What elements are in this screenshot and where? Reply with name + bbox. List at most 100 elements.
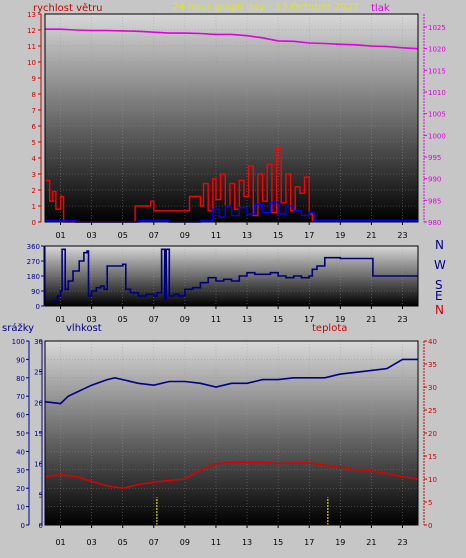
wind-speed-ytick-label: 11 bbox=[27, 43, 36, 51]
wind-direction-ytick-label: 270 bbox=[27, 258, 40, 266]
rain-ytick-label: 50 bbox=[16, 430, 25, 438]
rain-ytick-label: 60 bbox=[16, 412, 25, 420]
wind-pressure-xtick-label: 15 bbox=[273, 231, 283, 240]
wind-direction-xtick-label: 09 bbox=[180, 315, 190, 324]
wind-direction-xtick-label: 17 bbox=[304, 315, 314, 324]
rain-ytick-label: 0 bbox=[21, 522, 25, 530]
compass-s: S bbox=[435, 278, 443, 292]
rain-ytick-label: 10 bbox=[16, 504, 25, 512]
data-series bbox=[44, 28, 419, 525]
pressure-ytick-label: 1015 bbox=[428, 67, 446, 75]
wind-speed-ytick-label: 3 bbox=[32, 171, 36, 179]
humidity-ytick-label: 25 bbox=[34, 369, 43, 377]
wind-pressure-xtick-label: 21 bbox=[366, 231, 376, 240]
humidity-temp-xtick-label: 11 bbox=[211, 538, 221, 547]
wind-pressure-xtick-label: 05 bbox=[118, 231, 128, 240]
wind-direction-xtick-label: 15 bbox=[273, 315, 283, 324]
wind-speed-ytick-label: 7 bbox=[32, 107, 36, 115]
chart-title: 24 hour graph day - 13.October 2022 bbox=[172, 2, 359, 13]
pressure-ytick-label: 1020 bbox=[428, 46, 446, 54]
humidity-ytick-label: 30 bbox=[34, 338, 43, 346]
rain-ytick-label: 40 bbox=[16, 448, 25, 456]
wind-pressure-xtick-label: 01 bbox=[55, 231, 65, 240]
temperature-ytick-label: 40 bbox=[428, 338, 437, 346]
wind-pressure-xtick-label: 19 bbox=[335, 231, 345, 240]
humidity-ytick-label: 10 bbox=[34, 461, 43, 469]
temperature-ytick-label: 30 bbox=[428, 384, 437, 392]
wind-pressure-xtick-label: 17 bbox=[304, 231, 314, 240]
rain-ytick-label: 100 bbox=[12, 338, 25, 346]
wind-speed-ytick-label: 5 bbox=[32, 139, 36, 147]
wind-speed-ytick-label: 13 bbox=[27, 11, 36, 19]
humidity-temp-xtick-label: 07 bbox=[149, 538, 159, 547]
wind-direction-ytick-label: 360 bbox=[27, 243, 40, 251]
pressure-ytick-label: 995 bbox=[428, 154, 441, 162]
wind-direction-xtick-label: 11 bbox=[211, 315, 221, 324]
humidity-temp-xtick-label: 17 bbox=[304, 538, 314, 547]
wind-pressure-xtick-label: 07 bbox=[149, 231, 159, 240]
wind-direction-xtick-label: 21 bbox=[366, 315, 376, 324]
wind-speed-ytick-label: 12 bbox=[27, 27, 36, 35]
compass-e: E bbox=[435, 289, 443, 303]
wind-pressure-xtick-label: 23 bbox=[397, 231, 407, 240]
wind-gust-line bbox=[45, 202, 418, 223]
temperature-ytick-label: 15 bbox=[428, 453, 437, 461]
wind-direction-xtick-label: 01 bbox=[55, 315, 65, 324]
temperature-ytick-label: 20 bbox=[428, 430, 437, 438]
rain-ytick-label: 20 bbox=[16, 485, 25, 493]
compass-n-bottom: N bbox=[435, 303, 444, 317]
pressure-ytick-label: 990 bbox=[428, 176, 441, 184]
compass-w: W bbox=[434, 258, 446, 272]
rain-axis-title: srážky bbox=[2, 322, 34, 334]
wind-direction-xtick-label: 19 bbox=[335, 315, 345, 324]
pressure-ytick-label: 980 bbox=[428, 219, 441, 227]
wind-pressure-xtick-label: 09 bbox=[180, 231, 190, 240]
humidity-line bbox=[44, 358, 418, 405]
pressure-line bbox=[45, 28, 419, 50]
pressure-ytick-label: 1010 bbox=[428, 89, 446, 97]
wind-speed-ytick-label: 2 bbox=[32, 187, 36, 195]
wind-direction-xtick-label: 07 bbox=[149, 315, 159, 324]
wind-direction-xtick-label: 05 bbox=[118, 315, 128, 324]
temperature-axis-title: teplota bbox=[312, 323, 347, 334]
pressure-ytick-label: 1005 bbox=[428, 111, 446, 119]
humidity-ytick-label: 0 bbox=[39, 522, 43, 530]
rain-ytick-label: 30 bbox=[16, 467, 25, 475]
temperature-ytick-label: 5 bbox=[428, 499, 432, 507]
wind-direction-line bbox=[51, 248, 418, 302]
rain-ytick-label: 80 bbox=[16, 375, 25, 383]
wind-direction-xtick-label: 13 bbox=[242, 315, 252, 324]
humidity-temp-xtick-label: 21 bbox=[366, 538, 376, 547]
temperature-ytick-label: 0 bbox=[428, 522, 432, 530]
humidity-ytick-label: 15 bbox=[34, 430, 43, 438]
wind-speed-axis-title: rychlost větru bbox=[33, 2, 103, 14]
temperature-ytick-label: 25 bbox=[428, 407, 437, 415]
pressure-ytick-label: 1025 bbox=[428, 24, 446, 32]
humidity-temp-xtick-label: 13 bbox=[242, 538, 252, 547]
wind-speed-ytick-label: 6 bbox=[32, 123, 37, 131]
temperature-ytick-label: 10 bbox=[428, 476, 437, 484]
humidity-temp-xtick-label: 15 bbox=[273, 538, 283, 547]
wind-pressure-plot-border bbox=[44, 13, 419, 223]
humidity-temp-xtick-label: 19 bbox=[335, 538, 345, 547]
wind-direction-plot-border bbox=[44, 245, 419, 307]
humidity-temp-xtick-label: 23 bbox=[397, 538, 407, 547]
wind-direction-xtick-label: 03 bbox=[87, 315, 97, 324]
plot-areas bbox=[45, 14, 418, 525]
axes: 0123456789101112139809859909951000100510… bbox=[12, 11, 446, 547]
pressure-axis-title: tlak bbox=[371, 3, 390, 14]
wind-speed-ytick-label: 10 bbox=[27, 59, 36, 67]
rain-ytick-label: 70 bbox=[16, 393, 25, 401]
compass-n-top: N bbox=[435, 238, 444, 252]
wind-speed-line bbox=[45, 147, 313, 223]
pressure-ytick-label: 985 bbox=[428, 197, 441, 205]
humidity-temp-plot-border bbox=[44, 340, 419, 526]
pressure-ytick-label: 1000 bbox=[428, 132, 446, 140]
humidity-temp-xtick-label: 05 bbox=[118, 538, 128, 547]
temperature-line bbox=[44, 461, 419, 490]
wind-speed-ytick-label: 0 bbox=[32, 219, 36, 227]
temperature-ytick-label: 35 bbox=[428, 361, 437, 369]
humidity-temp-xtick-label: 01 bbox=[55, 538, 65, 547]
